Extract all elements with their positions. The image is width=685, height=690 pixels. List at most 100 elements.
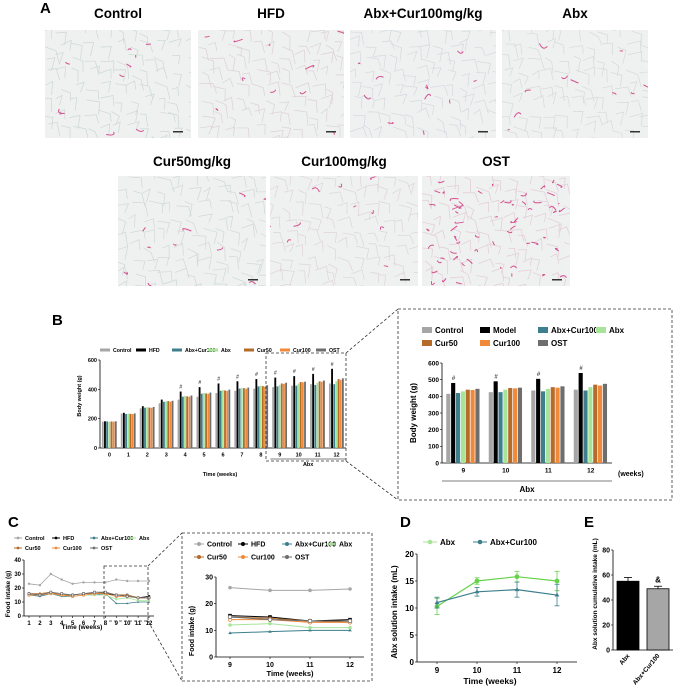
membrane (407, 182, 415, 195)
legend-label-ost: OST (101, 546, 113, 552)
stain-mark (369, 176, 376, 180)
membrane (126, 110, 139, 122)
bar-abx-w9 (278, 384, 281, 448)
membrane (118, 189, 128, 200)
x-tick-label: 10 (473, 666, 482, 675)
stain-mark (424, 93, 432, 100)
bar-control-w3 (158, 403, 161, 448)
stain-mark (549, 206, 557, 211)
scale-bar (552, 279, 562, 281)
membrane (558, 177, 566, 189)
stain-mark (473, 79, 477, 82)
stained-vessels (357, 50, 477, 135)
stain-mark (239, 192, 246, 198)
membrane (189, 187, 202, 201)
membrane (172, 54, 181, 64)
bar-abx-cur100-w5 (200, 393, 203, 448)
bar-abx-w11 (316, 382, 319, 448)
bar-ost-w11 (323, 380, 325, 448)
membrane (378, 200, 391, 214)
bar-cur100-w1 (131, 414, 134, 448)
membrane (160, 134, 168, 138)
point-ost (307, 618, 313, 624)
stain-mark (543, 236, 546, 239)
legend-label-control: Control (113, 348, 132, 354)
scale-bar (630, 131, 640, 133)
membrane (236, 282, 247, 286)
membrane (540, 67, 554, 81)
histology-image-control (45, 30, 191, 138)
legend-label-model: Model (493, 326, 516, 335)
membrane (353, 95, 363, 109)
bar-cur100-w10 (513, 388, 518, 463)
stain-mark (542, 274, 546, 277)
bar-cur100-w4 (188, 396, 191, 448)
membrane (547, 217, 561, 233)
membrane (337, 30, 344, 34)
membrane (355, 245, 370, 259)
membrane (597, 111, 608, 124)
stain-mark (449, 99, 451, 104)
membrane (489, 31, 496, 34)
membrane (242, 107, 253, 116)
b-main-ylabel: Body weight (g) (77, 375, 83, 416)
membrane (532, 69, 540, 80)
membrane (177, 230, 185, 246)
x-tick-label: 11 (315, 453, 321, 459)
membrane (162, 279, 178, 286)
bar-cur100-w10 (301, 382, 304, 448)
membrane (212, 268, 227, 282)
legend-label-abx: Abx (139, 536, 150, 542)
membrane (241, 203, 253, 218)
point-control (348, 587, 352, 591)
membrane (535, 228, 548, 241)
x-tick-label: 5 (203, 453, 206, 459)
membrane (379, 30, 392, 42)
membrane (433, 187, 446, 198)
membrane (218, 184, 231, 194)
line-abx (436, 576, 558, 607)
membrane (554, 70, 569, 88)
y-tick-label: 500 (428, 377, 439, 384)
membrane (320, 94, 334, 108)
membrane (309, 228, 321, 242)
legend-label-abx-cur100: Abx+Cur100 (551, 326, 598, 335)
membrane (522, 257, 532, 267)
membrane (398, 179, 412, 193)
membrane (337, 256, 353, 272)
bar-hfd-w5 (198, 387, 201, 448)
point-ost (60, 591, 64, 596)
bar-cur100-w9 (283, 383, 285, 448)
membrane (326, 89, 334, 105)
membrane (422, 193, 433, 208)
x-tick-label: 10 (124, 621, 131, 627)
membrane (350, 126, 367, 138)
stain-mark (357, 62, 361, 65)
membrane (289, 176, 292, 185)
membrane (367, 232, 379, 242)
stain-mark (554, 247, 560, 252)
stain-mark (430, 281, 436, 286)
x-tick-label: 7 (93, 621, 97, 627)
membrane (610, 71, 623, 87)
membrane (379, 112, 391, 126)
stain-mark (426, 228, 430, 232)
membrane (340, 113, 344, 117)
membrane (461, 258, 473, 274)
point-abx (268, 621, 272, 626)
legend-label-cur100: Cur100 (63, 546, 82, 552)
membrane (236, 47, 251, 64)
membrane (399, 204, 413, 222)
membrane (224, 30, 236, 40)
bar-cur100-w2 (150, 407, 153, 448)
bar-abx-cur100-w11 (540, 391, 546, 463)
membrane (342, 276, 357, 286)
panel-label-a: A (40, 0, 51, 17)
stain-mark (612, 92, 617, 96)
membrane (281, 67, 291, 84)
membrane (419, 30, 422, 38)
membrane (488, 243, 502, 255)
bar-abx-cur100-w2 (144, 407, 146, 448)
membrane (228, 255, 240, 270)
bar-abx-cur100-w9 (455, 393, 461, 463)
